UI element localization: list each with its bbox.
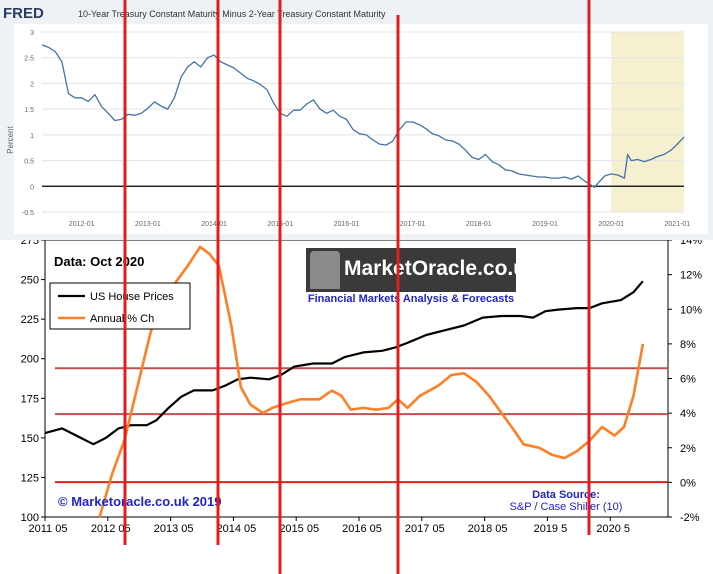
statue-icon [310,251,340,289]
house-price-chart: 100 125 150 175 200 225 250 275 -2% 0% 2% 4% 6% 8% 10%… [21,240,702,535]
right-y-tick-label: 2% [680,443,696,455]
logo-text: MarketOracle.co.uk [344,257,538,280]
x-tick-label: 2020 5 [596,523,630,535]
fred-y-tick-label: 0.5 [24,159,34,166]
fred-x-tick-label: 2015-01 [267,221,293,228]
legend-box [49,282,191,330]
right-y-tick-label: 4% [680,408,696,420]
x-tick-label: 2011 05 [29,523,68,535]
data-source-name: S&P / Case Shiller (10) [510,501,623,513]
marketoracle-logo: MarketOracle.co.uk [306,248,538,292]
fred-y-tick-label: 3 [30,30,34,37]
series-us-house-prices [44,280,644,446]
fred-x-tick-label: 2013-01 [135,221,161,228]
left-y-tick-label: 225 [21,314,39,326]
logo-tagline: Financial Markets Analysis & Forecasts [306,292,516,306]
legend-label-annual: Annual % Ch [90,313,154,325]
fred-yield-spread-chart: FRED 10-Year Treasury Constant Maturity … [0,0,713,240]
right-y-tick-label: 14% [680,240,702,247]
left-y-tick-label: 150 [21,433,39,445]
fred-y-tick-label: 0 [30,184,34,191]
fred-y-axis-label: Percent [6,125,15,153]
fred-y-tick-label: 2 [30,81,34,88]
copyright-label: © Marketoracle.co.uk 2019 [58,494,222,509]
fred-x-tick-label: 2016-01 [334,221,360,228]
x-tick-label: 2013 05 [154,523,194,535]
left-y-tick-label: 200 [21,354,39,366]
x-tick-label: 2014 05 [217,523,257,535]
fred-x-tick-label: 2020-01 [598,221,624,228]
legend-label-price: US House Prices [90,291,174,303]
right-y-tick-label: 8% [680,339,696,351]
right-y-tick-label: -2% [680,512,700,524]
x-tick-label: 2015 05 [279,523,319,535]
left-y-tick-label: 125 [21,472,39,484]
right-y-tick-label: 0% [680,477,696,489]
fred-x-tick-label: 2021-01 [665,221,691,228]
right-y-tick-label: 12% [680,270,702,282]
left-y-tick-label: 100 [21,512,39,524]
left-y-tick-label: 175 [21,393,39,405]
left-y-tick-label: 250 [21,275,39,287]
x-tick-label: 2019 5 [534,523,568,535]
fred-x-tick-label: 2014-01 [201,221,227,228]
fred-y-tick-label: -0.5 [22,210,34,217]
fred-x-tick-label: 2019-01 [532,221,558,228]
recession-shade [611,32,684,212]
fred-y-tick-label: 2.5 [24,56,34,63]
fred-y-tick-label: 1 [30,133,34,140]
data-source-label: Data Source: [532,489,600,501]
x-tick-label: 2016 05 [342,523,382,535]
right-y-tick-label: 6% [680,374,696,386]
data-date-label: Data: Oct 2020 [54,254,144,269]
series-annual-pct-change [98,245,645,518]
x-tick-label: 2018 05 [468,523,508,535]
fred-y-tick-label: 1.5 [24,107,34,114]
fred-title: 10-Year Treasury Constant Maturity Minus… [78,9,386,19]
x-tick-label: 2017 05 [405,523,445,535]
left-y-tick-label: 275 [21,240,39,247]
fred-x-tick-label: 2018-01 [466,221,492,228]
right-y-tick-label: 10% [680,304,702,316]
fred-x-tick-label: 2012-01 [69,221,95,228]
fred-logo: FRED [3,5,44,22]
x-tick-label: 2012 05 [91,523,131,535]
fred-x-tick-label: 2017-01 [400,221,426,228]
